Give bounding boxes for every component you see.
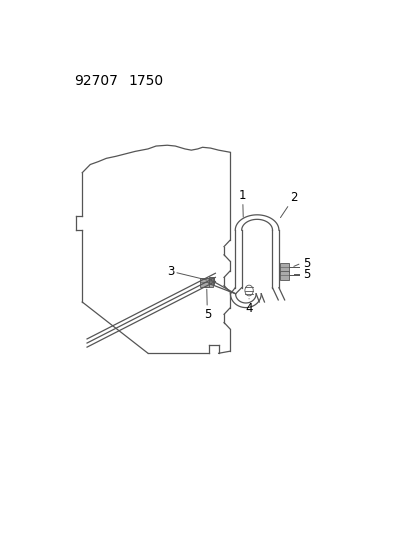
Text: 3: 3 <box>166 265 206 280</box>
Text: 4: 4 <box>245 298 252 314</box>
Text: 2: 2 <box>280 191 297 217</box>
Text: 1: 1 <box>238 189 246 217</box>
Text: 92707: 92707 <box>74 74 118 88</box>
FancyBboxPatch shape <box>209 277 214 284</box>
Text: 1750: 1750 <box>128 74 164 88</box>
Text: 5: 5 <box>203 289 211 321</box>
Text: 5: 5 <box>303 268 310 280</box>
Text: 5: 5 <box>303 256 310 270</box>
Bar <box>204 278 213 287</box>
Bar <box>279 271 288 280</box>
Bar <box>199 278 208 287</box>
Bar <box>279 263 288 272</box>
